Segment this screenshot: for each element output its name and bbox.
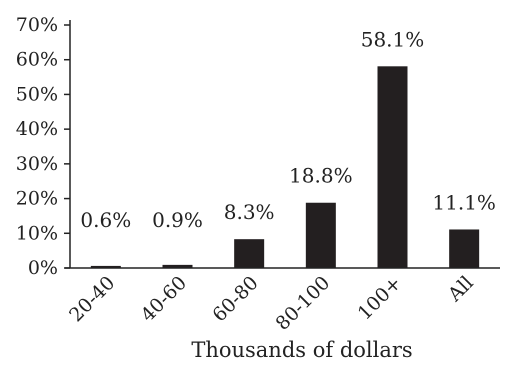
y-tick-label: 30%: [16, 153, 58, 175]
x-tick-label: 60-80: [208, 272, 262, 326]
bar-60-80: [234, 239, 265, 268]
y-tick-label: 10%: [16, 222, 58, 244]
y-tick-label: 60%: [16, 49, 58, 71]
data-label-20-40: 0.6%: [80, 208, 131, 232]
data-label-60-80: 8.3%: [224, 200, 275, 224]
data-label-100+: 58.1%: [361, 27, 425, 51]
y-tick-label: 20%: [16, 188, 58, 210]
data-labels: 0.6% 0.9% 8.3% 18.8% 58.1% 11.1%: [80, 27, 496, 232]
y-tick-label: 40%: [16, 118, 58, 140]
bar-80-100: [305, 202, 336, 268]
x-tick-label: 80-100: [272, 272, 335, 335]
bar-100+: [377, 66, 408, 268]
x-tick-label: 20-40: [65, 272, 119, 326]
y-axis-ticks: 0% 10% 20% 30% 40% 50% 60% 70%: [16, 14, 70, 279]
bars: [90, 66, 480, 268]
x-axis-ticks: 20-40 40-60 60-80 80-100 100+ All: [65, 272, 478, 335]
x-tick-label: 40-60: [137, 272, 191, 326]
data-label-All: 11.1%: [432, 190, 496, 214]
y-tick-label: 70%: [16, 14, 58, 36]
x-axis-title: Thousands of dollars: [191, 338, 412, 362]
data-label-40-60: 0.9%: [152, 208, 203, 232]
bar-All: [449, 229, 480, 268]
bar-40-60: [162, 264, 193, 268]
x-tick-label: All: [443, 272, 478, 307]
bar-20-40: [90, 265, 121, 268]
y-tick-label: 50%: [16, 83, 58, 105]
data-label-80-100: 18.8%: [289, 164, 353, 188]
y-tick-label: 0%: [28, 257, 58, 279]
x-tick-label: 100+: [354, 272, 406, 324]
